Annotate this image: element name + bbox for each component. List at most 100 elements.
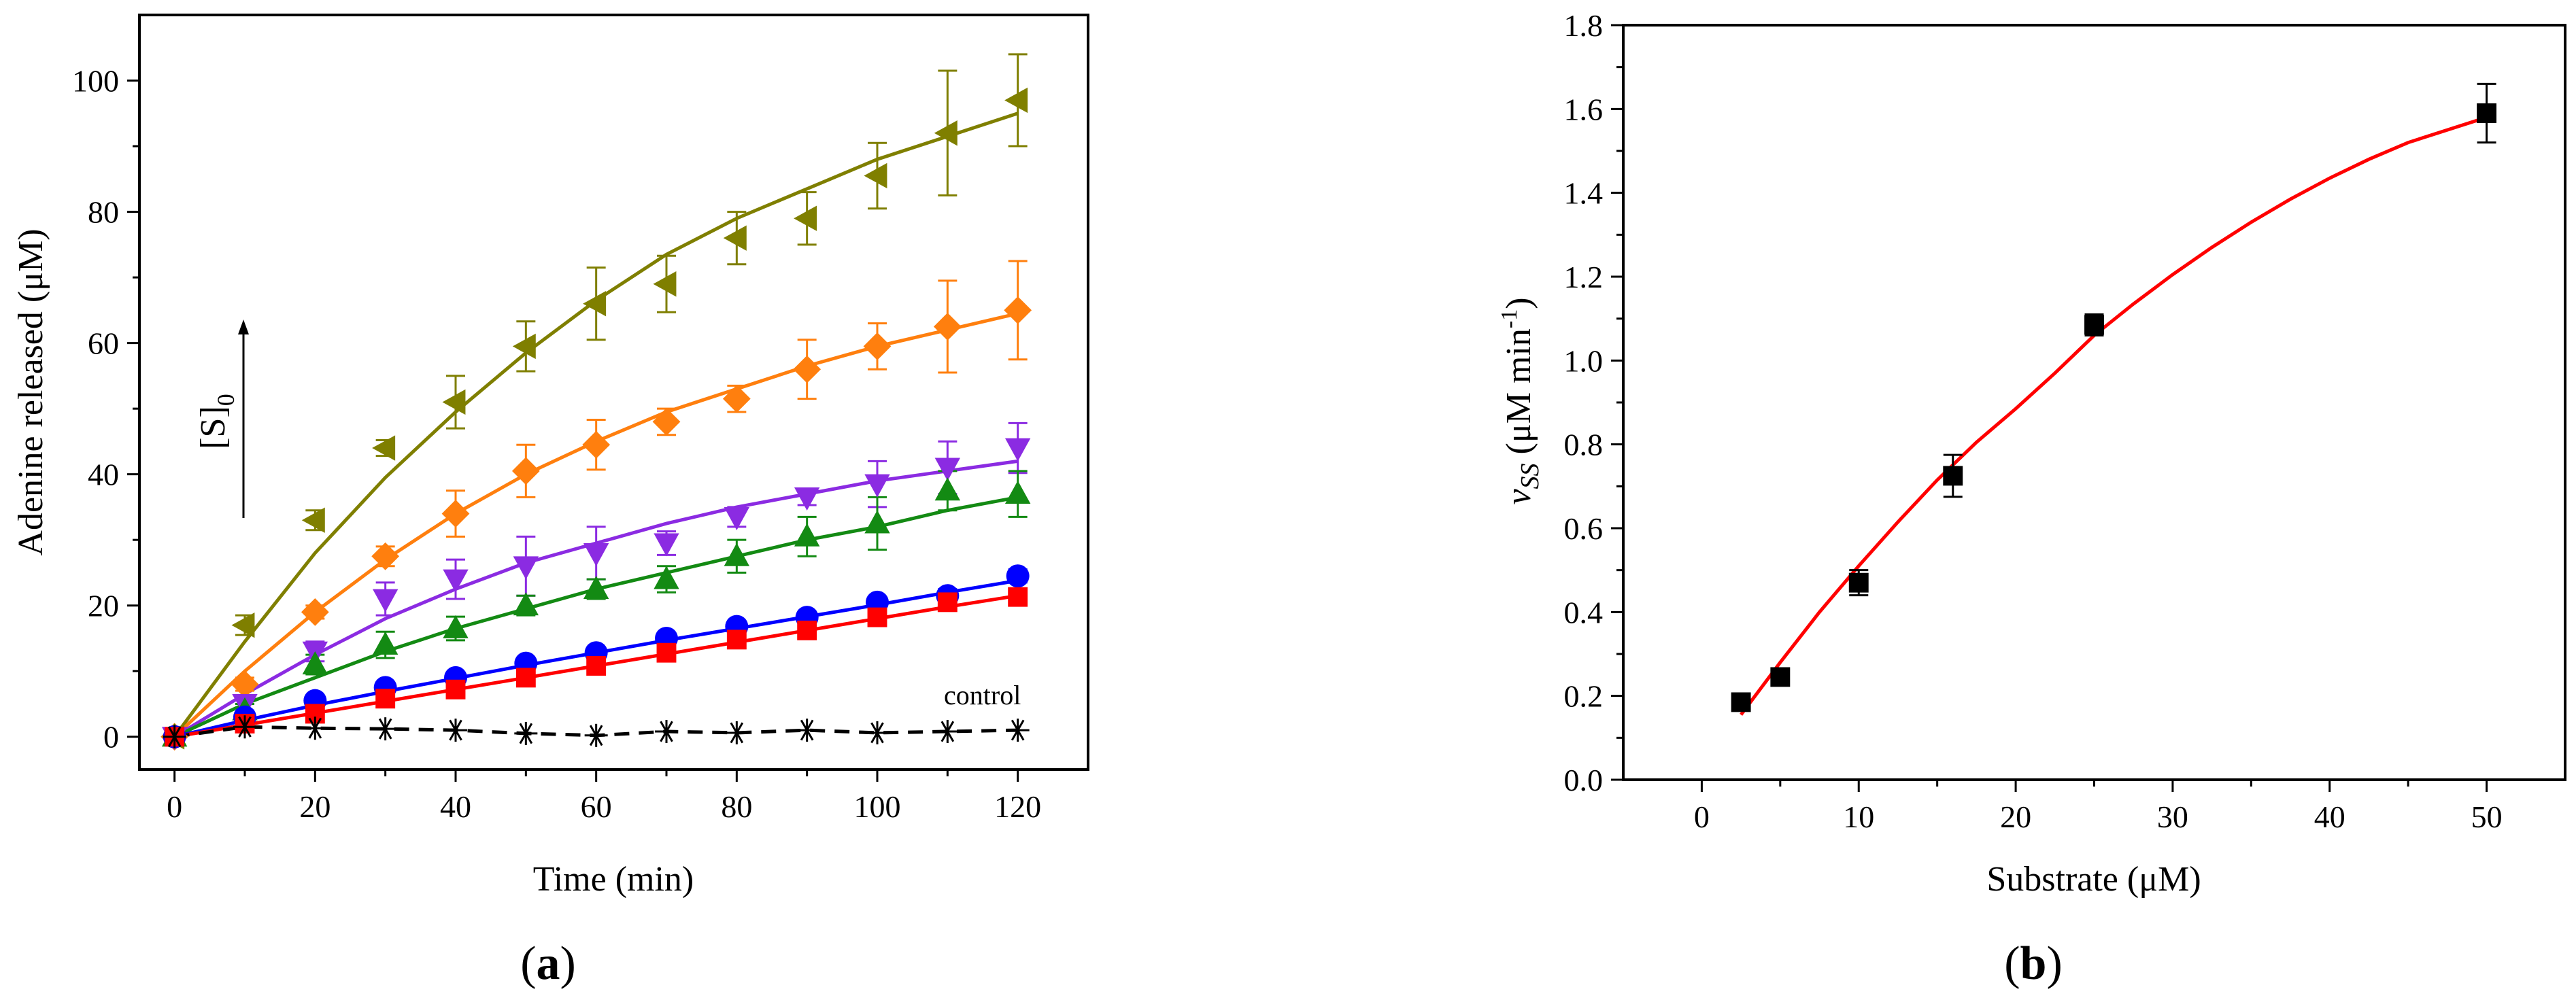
series-2-point <box>372 589 399 613</box>
series-2-point <box>934 458 961 481</box>
series-6-point <box>373 717 397 741</box>
panel-b-label: (b) <box>2004 937 2063 990</box>
series-0-point <box>1770 667 1791 687</box>
series-6-point <box>655 720 678 744</box>
y-tick-label: 20 <box>88 589 119 623</box>
series-5-point <box>515 668 536 688</box>
x-tick-label: 60 <box>581 789 612 824</box>
y-tick-label: 100 <box>72 64 119 99</box>
series-6-point <box>866 721 889 744</box>
control-label: control <box>944 680 1021 710</box>
x-tick-label: 100 <box>854 789 901 824</box>
series-5-point <box>445 679 466 700</box>
x-tick-label: 40 <box>440 789 471 824</box>
series-0-point <box>1848 572 1869 593</box>
series-2-point <box>724 506 750 530</box>
series-1-point <box>301 598 329 626</box>
series-3-point <box>583 576 609 600</box>
series-0-point <box>583 290 607 317</box>
panel-a-label: (a) <box>520 937 576 990</box>
x-tick-label: 20 <box>2000 799 2031 834</box>
series-1-point <box>793 355 821 383</box>
series-3-point <box>724 542 750 566</box>
series-1-point <box>933 313 962 341</box>
series-1-point <box>441 500 470 528</box>
series-5-point <box>586 656 607 676</box>
series-2-point <box>654 533 679 557</box>
x-tick-label: 120 <box>994 789 1041 824</box>
panel-a-x-axis-title: Time (min) <box>533 860 694 899</box>
series-0-point <box>2477 103 2497 123</box>
series-6-point <box>514 721 538 745</box>
series-6-point <box>795 719 819 742</box>
series-0-point <box>934 120 957 146</box>
series-1-point <box>371 542 400 570</box>
series-1-point <box>863 332 892 360</box>
series-4-point <box>1006 564 1030 588</box>
series-2-point <box>1004 438 1031 462</box>
series-6-point <box>444 719 467 742</box>
x-tick-label: 20 <box>299 789 331 824</box>
series-0-point <box>301 507 325 533</box>
substrate-arrow-head <box>238 320 249 334</box>
panel-a-chart: 0 20 40 60 80 100 120 0 20 40 60 80 100 Time (min) A… <box>12 14 1089 990</box>
substrate-arrow-label: [S]0 <box>194 394 239 449</box>
series-1-point <box>582 430 611 459</box>
series-3-point <box>302 651 328 675</box>
x-tick-label: 40 <box>2314 799 2345 834</box>
y-tick-label: 0 <box>103 720 119 755</box>
y-tick-label: 1.2 <box>1564 260 1604 294</box>
y-tick-label: 1.0 <box>1564 343 1604 378</box>
series-0-point <box>864 162 887 189</box>
series-1-fit-line <box>1740 116 2488 716</box>
series-0-point <box>372 435 396 461</box>
y-tick-label: 0.8 <box>1564 428 1604 462</box>
panel-a-y-axis-title: Adenine released (μM) <box>12 228 50 555</box>
series-0-point <box>442 389 466 415</box>
series-6-point <box>1006 719 1030 742</box>
series-6-point <box>936 720 960 744</box>
series-3-point <box>372 632 399 655</box>
series-5-point <box>726 630 747 650</box>
series-0-point <box>1004 87 1028 114</box>
series-3-point <box>443 615 469 638</box>
series-1-point <box>511 457 540 485</box>
y-tick-label: 1.6 <box>1564 92 1604 126</box>
series-3-point <box>513 592 539 616</box>
y-tick-label: 80 <box>88 195 119 230</box>
series-5-point <box>937 592 957 613</box>
series-1-point <box>722 385 751 413</box>
series-0-point <box>512 333 536 360</box>
x-tick-label: 50 <box>2471 799 2503 834</box>
series-3-point <box>654 566 679 589</box>
series-6-point <box>584 723 608 747</box>
series-5-point <box>867 607 887 627</box>
series-0-point <box>794 205 817 231</box>
y-tick-label: 0.6 <box>1564 511 1604 546</box>
x-tick-label: 0 <box>167 789 182 824</box>
series-2-point <box>583 543 609 567</box>
y-tick-label: 60 <box>88 326 119 361</box>
y-tick-label: 1.4 <box>1564 176 1604 211</box>
series-0-point <box>723 225 747 251</box>
x-tick-label: 0 <box>1694 799 1710 834</box>
series-6-point <box>233 715 256 739</box>
y-tick-label: 0.4 <box>1564 595 1604 630</box>
panel-b-chart: 0 10 20 30 40 50 0.0 0.2 0.4 0.6 0.8 1.0 1.2 1.4 1.6 1.… <box>1497 8 2566 990</box>
series-5-point <box>656 642 677 663</box>
series-0-point <box>1731 692 1751 712</box>
series-5-point <box>797 620 817 640</box>
y-tick-label: 40 <box>88 458 119 492</box>
series-2-point <box>864 474 890 498</box>
x-tick-label: 30 <box>2157 799 2188 834</box>
series-3-point <box>1004 481 1031 504</box>
series-1-point <box>1004 296 1032 324</box>
y-tick-label: 1.8 <box>1564 8 1604 43</box>
series-6-point <box>725 721 749 744</box>
x-tick-label: 10 <box>1843 799 1874 834</box>
series-6-point <box>163 725 186 748</box>
series-3-point <box>864 510 890 534</box>
series-0-point <box>653 271 677 297</box>
series-3-point <box>794 523 820 547</box>
